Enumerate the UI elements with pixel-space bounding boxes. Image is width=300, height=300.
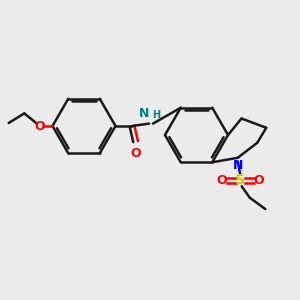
Text: H: H [152,110,160,120]
Text: O: O [130,147,141,160]
Text: S: S [235,173,245,187]
Text: N: N [233,159,244,172]
Text: O: O [254,174,264,187]
Text: N: N [139,107,149,120]
Text: O: O [216,174,227,187]
Text: O: O [34,119,45,133]
